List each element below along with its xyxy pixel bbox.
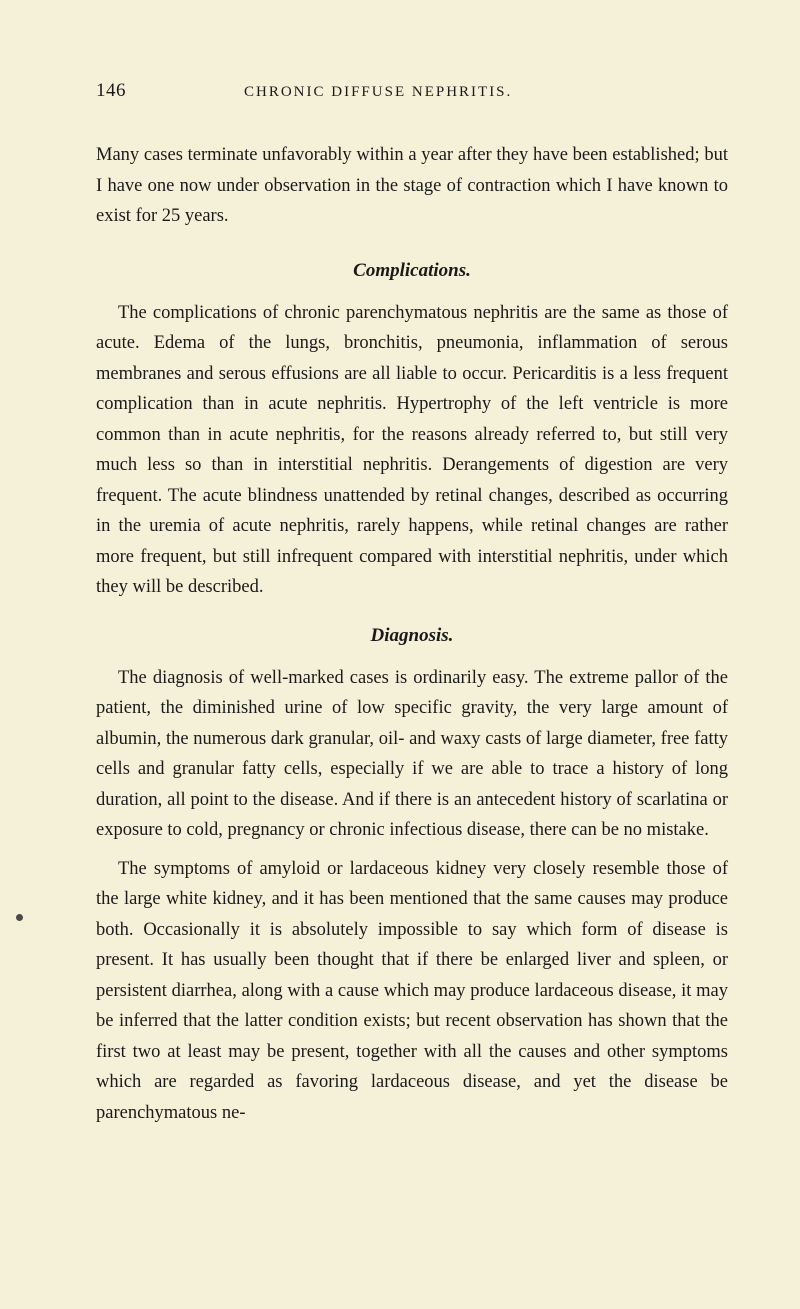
section-title: Diagnosis. — [96, 625, 728, 647]
section-paragraph: The diagnosis of well-marked cases is or… — [96, 663, 728, 846]
page-header: 146 CHRONIC DIFFUSE NEPHRITIS. — [96, 80, 728, 102]
page-number: 146 — [96, 80, 126, 102]
section-paragraph: The symptoms of amyloid or lardaceous ki… — [96, 854, 728, 1129]
running-title: CHRONIC DIFFUSE NEPHRITIS. — [244, 84, 512, 101]
section-paragraph: The complications of chronic parenchymat… — [96, 298, 728, 603]
section-diagnosis: Diagnosis. The diagnosis of well-marked … — [96, 625, 728, 1129]
section-title: Complications. — [96, 260, 728, 282]
intro-paragraph: Many cases terminate unfavorably within … — [96, 140, 728, 232]
section-complications: Complications. The complications of chro… — [96, 260, 728, 603]
margin-dot-icon — [16, 914, 23, 921]
